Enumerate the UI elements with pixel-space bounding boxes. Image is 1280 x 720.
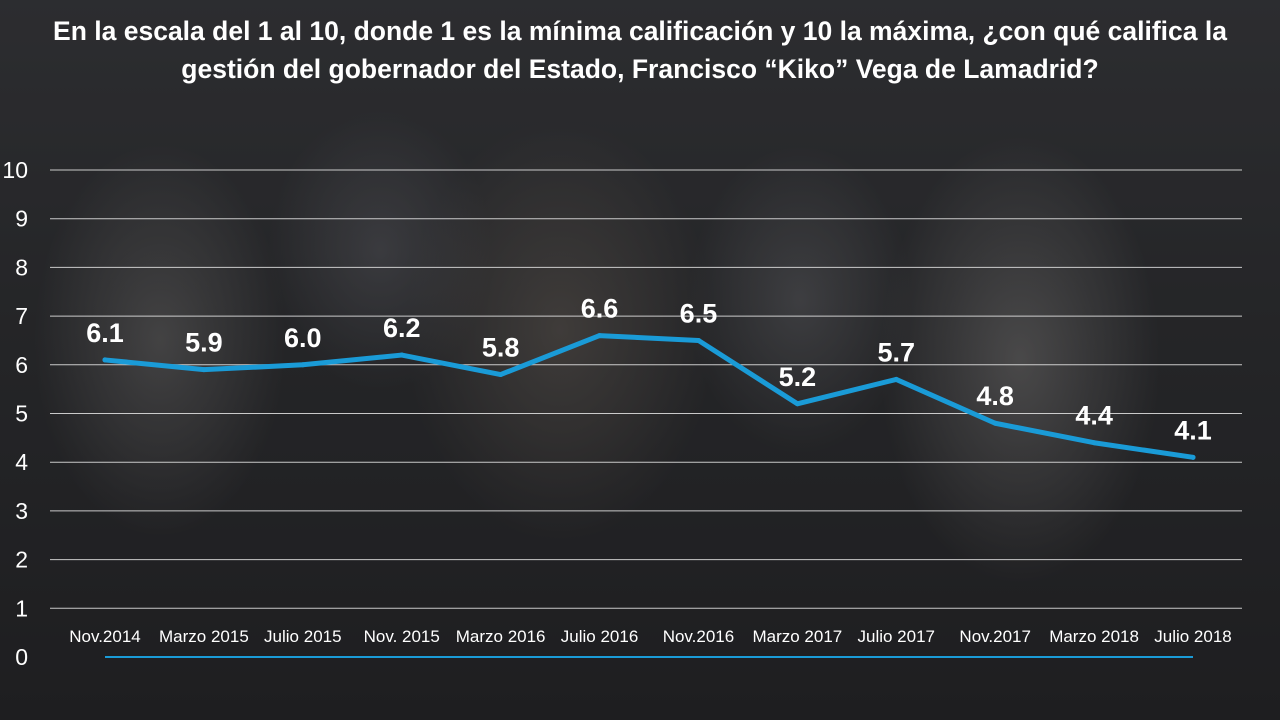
y-tick-label: 10 [2,157,28,183]
data-point [1091,440,1097,446]
data-label: 6.5 [680,298,718,328]
gridlines [50,169,1242,658]
data-point [695,337,701,343]
y-tick-label: 6 [15,352,28,378]
x-tick-label: Marzo 2015 [159,627,249,646]
x-tick-label: Julio 2017 [858,627,936,646]
data-label: 5.9 [185,328,223,358]
y-tick-label: 9 [15,206,28,232]
data-label: 5.8 [482,333,520,363]
y-tick-label: 8 [15,254,28,280]
y-axis-ticks: 0 1 2 3 4 5 6 7 8 9 10 [2,157,28,670]
x-tick-label: Nov.2014 [69,627,141,646]
y-tick-label: 2 [15,547,28,573]
data-label: 4.1 [1174,415,1212,445]
y-tick-label: 5 [15,401,28,427]
data-label: 6.0 [284,323,322,353]
data-point [498,372,504,378]
data-point [893,376,899,382]
x-tick-label: Julio 2016 [561,627,639,646]
data-point [597,333,603,339]
x-axis-ticks: Nov.2014 Marzo 2015 Julio 2015 Nov. 2015 Mar… [69,627,1232,646]
x-tick-label: Marzo 2017 [752,627,842,646]
series-layer [102,333,1196,460]
data-point [102,357,108,363]
data-point [794,401,800,407]
y-tick-label: 0 [15,644,28,670]
data-labels: 6.1 5.9 6.0 6.2 5.8 6.6 6.5 5.2 5.7 4.8 4.4 4.1 [86,294,1212,446]
x-tick-label: Nov.2016 [663,627,735,646]
y-tick-label: 4 [15,449,28,475]
data-point [399,352,405,358]
x-tick-label: Nov.2017 [959,627,1031,646]
data-label: 4.4 [1075,401,1113,431]
x-tick-label: Marzo 2016 [456,627,546,646]
data-point [300,362,306,368]
x-tick-label: Marzo 2018 [1049,627,1139,646]
data-point [201,367,207,373]
x-tick-label: Julio 2015 [264,627,342,646]
x-tick-label: Julio 2018 [1154,627,1232,646]
data-label: 5.2 [779,362,817,392]
y-tick-label: 7 [15,303,28,329]
y-tick-label: 1 [15,595,28,621]
y-tick-label: 3 [15,498,28,524]
data-label: 6.6 [581,294,619,324]
chart-title: En la escala del 1 al 10, donde 1 es la … [53,16,1227,84]
x-tick-label: Nov. 2015 [364,627,440,646]
data-label: 5.7 [877,337,915,367]
data-label: 4.8 [976,381,1014,411]
data-point [1190,454,1196,460]
series-line [102,333,1196,460]
data-label: 6.1 [86,318,124,348]
data-point [992,420,998,426]
data-label: 6.2 [383,313,421,343]
